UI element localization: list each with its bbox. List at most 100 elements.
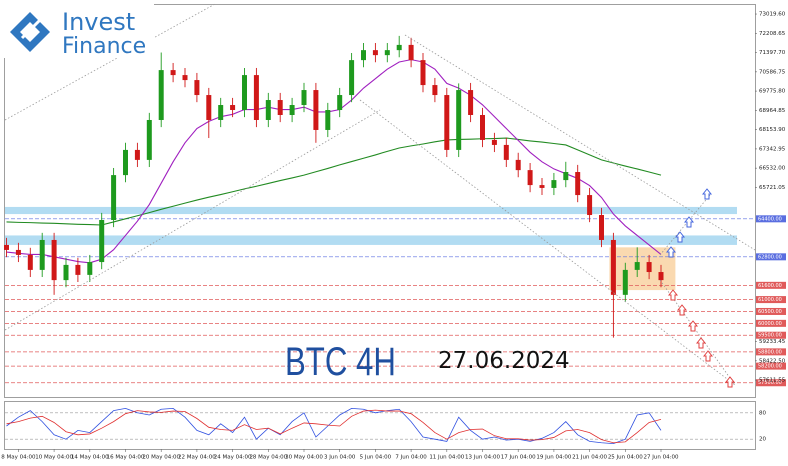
level-band	[5, 235, 737, 245]
candle-body	[420, 60, 426, 86]
main-frame	[4, 4, 756, 398]
level-tag	[756, 281, 786, 289]
candle-body	[75, 264, 81, 275]
oscillator-tick-label: 20	[759, 437, 766, 443]
y-tick-label: 57611.55	[759, 378, 786, 384]
logo-line1: Invest	[62, 8, 135, 36]
candle-body	[480, 114, 485, 140]
y-tick-label: 68153.90	[759, 127, 786, 133]
y-tick-label: 73019.60	[759, 12, 786, 18]
candle-body	[503, 144, 509, 160]
level-label: 57500.00	[758, 380, 782, 386]
candle-body	[4, 244, 9, 250]
oscillator-tick-label: 80	[759, 410, 766, 416]
x-tick-label: 21 Jun 04:00	[572, 455, 607, 461]
candle-body	[15, 249, 21, 255]
level-tag	[756, 348, 786, 356]
candle-body	[218, 105, 224, 120]
red-arrows	[667, 289, 736, 388]
candle-body	[622, 269, 628, 295]
candle-body	[123, 149, 128, 176]
candle-body	[289, 105, 295, 115]
y-tick-label: 65721.05	[759, 185, 786, 191]
level-label: 58800.00	[758, 349, 782, 355]
candle-body	[39, 239, 45, 270]
zone	[609, 247, 676, 291]
x-tick-label: 24 May 04:00	[214, 455, 252, 461]
candle-body	[610, 239, 616, 295]
candle-body	[396, 44, 402, 51]
y-tick-label: 68964.85	[759, 108, 786, 114]
candle-body	[408, 44, 414, 61]
level-label: 59500.00	[758, 333, 782, 339]
level-tag	[756, 319, 786, 327]
candle-body	[63, 264, 69, 281]
x-tick-label: 14 May 04:00	[71, 455, 109, 461]
date-title: 27.06.2024	[438, 348, 570, 374]
level-tag	[756, 307, 786, 315]
candle-body	[253, 75, 259, 120]
x-tick-label: 17 Jun 04:00	[501, 455, 536, 461]
candle-body	[27, 254, 33, 270]
candle-body	[456, 90, 462, 150]
candle-body	[230, 105, 236, 111]
candle-body	[563, 172, 569, 181]
candle-body	[206, 95, 212, 120]
candle-body	[372, 50, 378, 56]
candle-body	[194, 80, 200, 96]
candle-body	[158, 70, 164, 120]
candle-body	[432, 85, 438, 96]
candle-body	[242, 75, 247, 111]
x-tick-label: 20 May 04:00	[142, 455, 180, 461]
candle-body	[468, 90, 474, 115]
candle-body	[134, 149, 140, 160]
level-tag	[756, 362, 786, 370]
logo-line2: Finance	[62, 34, 146, 59]
candle-body	[599, 215, 604, 240]
x-tick-label: 16 May 04:00	[107, 455, 145, 461]
candle-body	[146, 119, 152, 160]
level-tag	[756, 379, 786, 387]
blue-arrows	[665, 188, 713, 258]
level-label: 64400.00	[758, 216, 782, 222]
candle-body	[337, 95, 343, 111]
x-tick-label: 28 May 04:00	[249, 455, 287, 461]
oscillator-frame	[4, 401, 756, 450]
candle-body	[646, 262, 652, 273]
x-tick-label: 25 Jun 04:00	[608, 455, 643, 461]
candle-body	[515, 159, 521, 171]
candle-body	[539, 185, 545, 188]
level-tag	[756, 253, 786, 261]
candle-body	[51, 239, 57, 281]
x-tick-label: 8 May 04:00	[1, 455, 36, 461]
y-tick-label: 66532.00	[759, 166, 786, 172]
candle-body	[361, 50, 366, 61]
candle-body	[491, 139, 497, 145]
y-tick-label: 70586.75	[759, 69, 786, 75]
x-tick-label: 13 Jun 04:00	[465, 455, 500, 461]
x-tick-label: 7 Jun 04:00	[395, 455, 427, 461]
candle-body	[277, 100, 283, 115]
logo: Invest Finance	[4, 4, 154, 59]
y-tick-label: 67342.95	[759, 146, 786, 152]
level-label: 60500.00	[758, 309, 782, 315]
moving-average	[6, 59, 662, 264]
candle-body	[349, 60, 355, 96]
candle-body	[384, 50, 390, 56]
candle-body	[325, 110, 331, 130]
moving-average	[6, 137, 662, 226]
y-tick-label: 69775.80	[759, 89, 786, 95]
symbol-title: BTC 4H	[285, 339, 396, 384]
level-tag	[756, 331, 786, 339]
candle-body	[170, 70, 176, 76]
candle-body	[87, 262, 93, 275]
candle-body	[313, 90, 319, 130]
x-tick-label: 11 Jun 04:00	[429, 455, 464, 461]
x-tick-label: 3 Jun 04:00	[324, 455, 356, 461]
y-tick-label: 72208.65	[759, 31, 786, 37]
candle-body	[551, 180, 557, 188]
y-tick-label: 58422.50	[759, 358, 786, 364]
candle-body	[634, 262, 640, 270]
